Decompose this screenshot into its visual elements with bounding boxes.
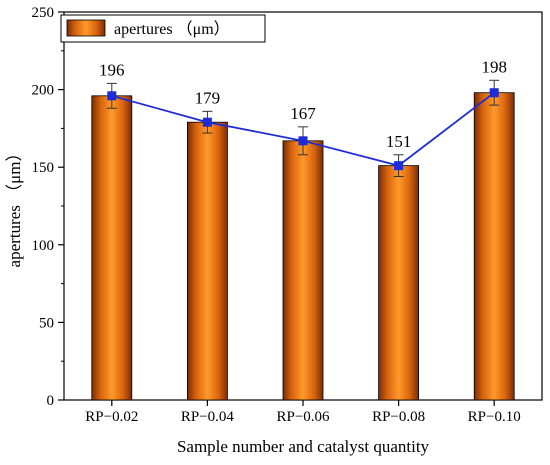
x-axis-title: Sample number and catalyst quantity (177, 437, 430, 456)
line-marker (298, 136, 308, 146)
line-marker (107, 91, 117, 101)
bar (378, 165, 420, 401)
data-label: 196 (99, 60, 125, 79)
x-tick-label: RP−0.06 (276, 409, 330, 425)
bar (282, 140, 324, 401)
bar (186, 121, 228, 401)
y-axis-title: apertures （μm） (5, 145, 24, 268)
y-tick-label: 250 (32, 5, 55, 21)
data-label: 167 (290, 104, 316, 123)
x-tick-label: RP−0.04 (181, 409, 235, 425)
legend-label: apertures （μm） (114, 20, 230, 38)
y-tick-label: 150 (32, 160, 55, 176)
x-tick-label: RP−0.08 (372, 409, 425, 425)
data-label: 179 (195, 88, 221, 107)
line-series (107, 88, 499, 171)
line-marker (394, 161, 404, 171)
y-tick-label: 200 (32, 83, 55, 99)
bar-series (91, 92, 515, 401)
x-tick-label: RP−0.10 (468, 409, 521, 425)
data-label: 151 (386, 132, 412, 151)
y-tick-label: 50 (39, 315, 54, 331)
y-tick-label: 100 (32, 238, 55, 254)
x-axis: RP−0.02 RP−0.04 RP−0.06 RP−0.08 RP−0.10 (85, 400, 521, 425)
x-tick-label: RP−0.02 (85, 409, 138, 425)
data-label: 198 (481, 57, 507, 76)
line-marker (489, 88, 499, 98)
y-axis: 0 50 100 150 200 250 (32, 5, 64, 409)
y-tick-label: 0 (47, 393, 55, 409)
legend-swatch (66, 19, 106, 37)
data-labels: 196 179 167 151 198 (99, 57, 507, 150)
error-bars (106, 79, 500, 178)
line-marker (202, 117, 212, 127)
legend: apertures （μm） (60, 14, 266, 43)
bar (473, 92, 515, 401)
bar (91, 95, 133, 401)
